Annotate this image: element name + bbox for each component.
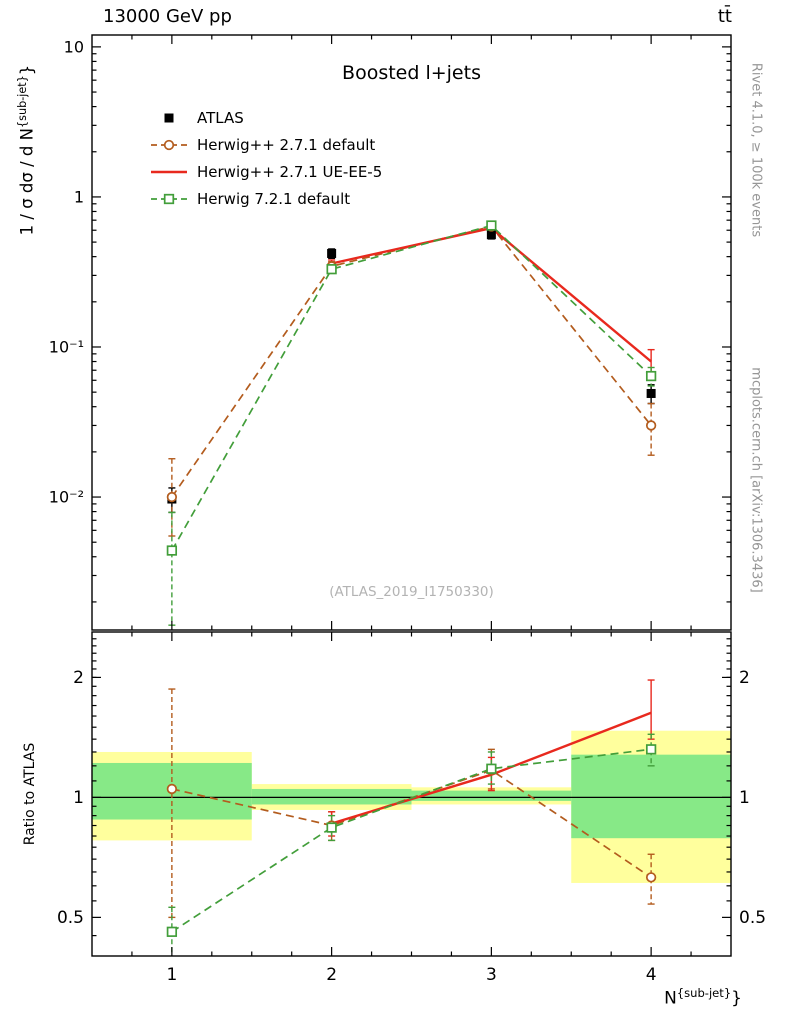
svg-text:10⁻²: 10⁻² — [49, 488, 84, 507]
svg-text:4: 4 — [646, 965, 657, 985]
svg-text:2: 2 — [739, 668, 750, 688]
process-label: tt̄ — [717, 6, 732, 27]
legend-item-herwigpp-default: Herwig++ 2.7.1 default — [150, 131, 382, 158]
ratio-uncertainty-bands — [92, 730, 731, 883]
legend-label-atlas: ATLAS — [197, 108, 244, 127]
plot-title: Boosted l+jets — [342, 62, 481, 84]
svg-text:2: 2 — [73, 668, 84, 688]
svg-text:10: 10 — [64, 37, 84, 56]
mcplots-credit-label: mcplots.cern.ch [arXiv:1306.3436] — [748, 367, 764, 593]
svg-text:1: 1 — [74, 187, 84, 206]
svg-text:0.5: 0.5 — [739, 908, 766, 928]
svg-text:2: 2 — [326, 965, 337, 985]
ratio-panel-series — [166, 679, 657, 956]
svg-text:10⁻¹: 10⁻¹ — [49, 337, 84, 356]
legend-item-herwigpp-ueee5: Herwig++ 2.7.1 UE-EE-5 — [150, 158, 382, 185]
herwig7-marker-icon — [150, 190, 188, 208]
legend-label-herwig7: Herwig 7.2.1 default — [197, 189, 351, 208]
x-axis-label: N{sub-jet}} — [664, 986, 742, 1009]
legend-label-herwigpp-ueee5: Herwig++ 2.7.1 UE-EE-5 — [197, 162, 383, 181]
rivet-version-label: Rivet 4.1.0, ≥ 100k events — [748, 62, 764, 238]
legend-item-atlas: ATLAS — [150, 104, 382, 131]
svg-text:1: 1 — [73, 788, 84, 808]
legend-item-herwig7: Herwig 7.2.1 default — [150, 185, 382, 212]
svg-text:3: 3 — [486, 965, 497, 985]
beam-energy-label: 13000 GeV pp — [103, 6, 232, 27]
ratio-y-axis-label: Ratio to ATLAS — [22, 742, 38, 846]
herwigpp-ueee5-marker-icon — [150, 163, 188, 181]
y-axis-label: 1 / σ dσ / d N{sub-jet}} — [15, 64, 37, 236]
atlas-marker-icon — [150, 109, 188, 127]
herwigpp-default-marker-icon — [150, 136, 188, 154]
svg-text:1: 1 — [739, 788, 750, 808]
svg-text:0.5: 0.5 — [57, 908, 84, 928]
legend: ATLAS Herwig++ 2.7.1 default Herwig++ 2.… — [150, 104, 382, 212]
svg-text:1: 1 — [166, 965, 177, 985]
legend-label-herwigpp-default: Herwig++ 2.7.1 default — [197, 135, 376, 154]
top-panel-series — [166, 220, 657, 626]
analysis-watermark: (ATLAS_2019_I1750330) — [329, 584, 494, 600]
